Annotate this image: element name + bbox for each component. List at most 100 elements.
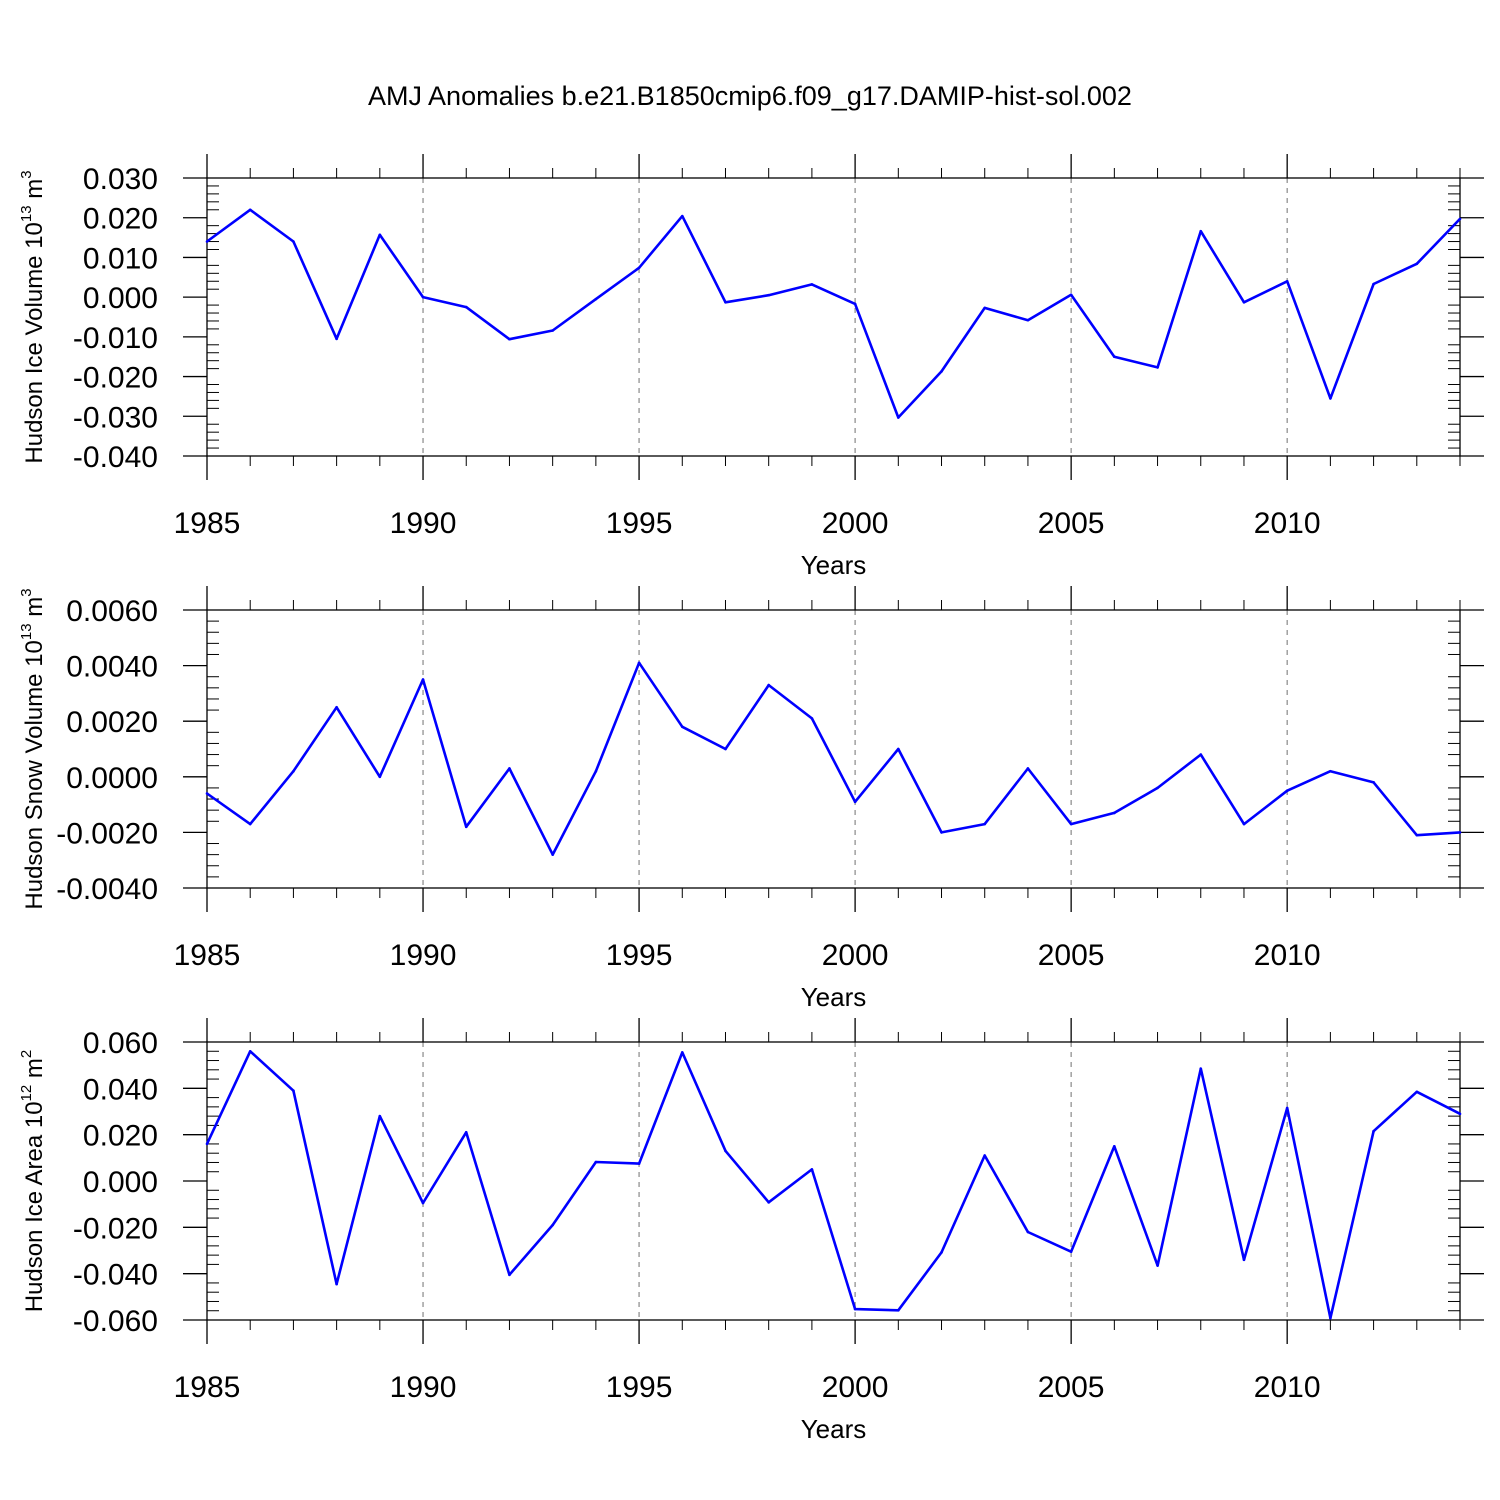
data-point bbox=[1458, 217, 1462, 221]
x-tick-label: 2005 bbox=[1038, 939, 1105, 972]
data-point bbox=[1113, 1144, 1116, 1148]
y-axis-label: Hudson Ice Volume 1013 m3 bbox=[18, 170, 48, 463]
data-point bbox=[1156, 1264, 1159, 1267]
y-axis-label-exponent: 12 bbox=[18, 1085, 35, 1102]
data-point bbox=[1285, 279, 1289, 283]
data-point bbox=[292, 240, 295, 243]
data-point bbox=[810, 1168, 814, 1171]
y-tick-label: 0.020 bbox=[83, 1120, 158, 1153]
data-point bbox=[1372, 1129, 1375, 1133]
data-point bbox=[1285, 789, 1289, 792]
data-point bbox=[897, 747, 900, 751]
x-tick-label: 2005 bbox=[1038, 1371, 1105, 1404]
data-point bbox=[1069, 293, 1073, 297]
y-tick-label: 0.0060 bbox=[66, 595, 158, 628]
data-point bbox=[1242, 301, 1246, 304]
y-axis-label-unit: m bbox=[21, 1058, 48, 1085]
y-tick-label: -0.010 bbox=[73, 322, 158, 355]
data-point bbox=[248, 1049, 252, 1053]
data-point bbox=[594, 769, 598, 773]
data-point bbox=[1026, 318, 1030, 322]
y-tick-label: -0.020 bbox=[73, 1212, 158, 1245]
data-point bbox=[940, 370, 943, 373]
data-point bbox=[1069, 1250, 1073, 1253]
data-point bbox=[1329, 1316, 1332, 1320]
data-point bbox=[983, 306, 987, 310]
data-point bbox=[421, 678, 425, 681]
y-axis-label-unit: m bbox=[21, 179, 48, 206]
x-tick-label: 1995 bbox=[606, 507, 673, 540]
y-tick-label: 0.020 bbox=[83, 203, 158, 236]
y-axis-label-text: Hudson Ice Volume 10 bbox=[21, 222, 48, 464]
data-point bbox=[594, 297, 598, 301]
data-point bbox=[292, 1089, 295, 1092]
y-tick-label: -0.0040 bbox=[56, 873, 158, 906]
plot-frame bbox=[206, 609, 1461, 889]
data-point bbox=[897, 416, 900, 419]
data-point bbox=[1113, 355, 1116, 359]
data-point bbox=[1415, 833, 1419, 837]
y-tick-label: 0.0000 bbox=[66, 762, 158, 795]
data-point bbox=[940, 1251, 943, 1254]
y-tick-label: 0.0040 bbox=[66, 651, 158, 684]
data-point bbox=[464, 305, 468, 309]
panel-2: -0.0040 -0.0020 0.0000 0.0020 0.0040 0.0060 19… bbox=[18, 586, 1484, 1012]
y-tick-label: -0.040 bbox=[73, 441, 158, 474]
data-point bbox=[205, 792, 209, 795]
x-tick-label: 1990 bbox=[390, 939, 457, 972]
data-point bbox=[594, 1160, 598, 1164]
series-line bbox=[206, 661, 1461, 856]
x-tick-label: 1995 bbox=[606, 1371, 673, 1404]
data-point bbox=[897, 1308, 900, 1312]
data-point bbox=[421, 295, 425, 299]
y-tick-label: -0.0020 bbox=[56, 817, 158, 850]
data-point bbox=[292, 769, 295, 773]
panel-3: -0.060 -0.040 -0.020 0.000 0.020 0.040 0.060 19… bbox=[18, 1018, 1484, 1444]
chart-title: AMJ Anomalies b.e21.B1850cmip6.f09_g17.D… bbox=[368, 81, 1132, 111]
data-point bbox=[680, 214, 684, 218]
y-tick-label: 0.000 bbox=[83, 282, 158, 315]
y-axis-label-unit-exponent: 3 bbox=[18, 588, 35, 596]
data-point bbox=[1372, 781, 1375, 784]
y-axis-label-exponent: 13 bbox=[18, 623, 35, 640]
x-tick-label: 1985 bbox=[174, 507, 241, 540]
y-tick-label: -0.040 bbox=[73, 1259, 158, 1292]
data-point bbox=[464, 1131, 468, 1134]
chart-panels: -0.040 -0.030 -0.020 -0.010 0.000 0.010 0.020 0… bbox=[18, 154, 1484, 1444]
data-point bbox=[940, 831, 943, 834]
data-point bbox=[1069, 822, 1073, 826]
data-point bbox=[724, 747, 727, 751]
plot-frame bbox=[206, 1041, 1461, 1321]
y-axis-label-unit-exponent: 3 bbox=[18, 170, 35, 178]
data-point bbox=[1156, 786, 1159, 790]
x-tick-label: 1990 bbox=[390, 1371, 457, 1404]
data-point bbox=[1113, 811, 1116, 815]
data-point bbox=[724, 301, 727, 304]
data-point bbox=[1199, 753, 1203, 756]
data-point bbox=[335, 706, 338, 709]
panel-1: -0.040 -0.030 -0.020 -0.010 0.000 0.010 0.020 0… bbox=[18, 154, 1484, 580]
y-axis-label-unit: m bbox=[21, 597, 48, 624]
y-axis-label: Hudson Ice Area 1012 m2 bbox=[18, 1050, 48, 1313]
data-point bbox=[1329, 769, 1332, 773]
data-point bbox=[810, 283, 814, 286]
data-point bbox=[680, 1051, 684, 1054]
y-axis-label-exponent: 13 bbox=[18, 205, 35, 222]
data-point bbox=[853, 1307, 857, 1311]
x-tick-label: 2000 bbox=[822, 507, 889, 540]
data-point bbox=[1458, 831, 1462, 834]
data-point bbox=[248, 822, 252, 826]
data-point bbox=[810, 717, 814, 720]
data-point bbox=[508, 337, 511, 341]
data-point bbox=[1156, 366, 1159, 369]
x-tick-label: 2000 bbox=[822, 1371, 889, 1404]
y-axis-label-text: Hudson Ice Area 10 bbox=[21, 1101, 48, 1312]
x-axis-label: Years bbox=[801, 1414, 867, 1444]
x-tick-label: 1990 bbox=[390, 507, 457, 540]
data-point bbox=[551, 1223, 554, 1227]
y-axis-label-unit-exponent: 2 bbox=[18, 1050, 35, 1058]
plot-frame bbox=[206, 177, 1461, 457]
data-point bbox=[680, 725, 684, 729]
data-point bbox=[508, 1273, 511, 1277]
x-tick-label: 2010 bbox=[1254, 939, 1321, 972]
